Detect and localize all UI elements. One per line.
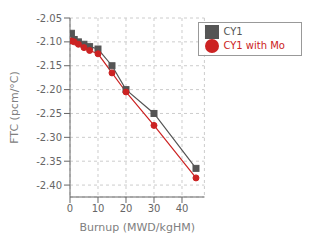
svg-text:-2.15: -2.15 [36,60,62,71]
svg-text:-2.20: -2.20 [36,84,62,95]
svg-text:-2.25: -2.25 [36,108,62,119]
svg-text:FTC (pcm/°C): FTC (pcm/°C) [8,71,21,144]
svg-text:10: 10 [92,203,105,214]
svg-text:0: 0 [67,203,73,214]
svg-text:-2.30: -2.30 [36,132,62,143]
svg-text:-2.05: -2.05 [36,13,62,24]
html-text:CY1 with Mo: CY1 with Mo [223,40,285,51]
svg-text:-2.40: -2.40 [36,180,62,191]
svg-text:-2.35: -2.35 [36,156,62,167]
svg-text:-2.10: -2.10 [36,36,62,47]
html-text:CY1: CY1 [223,26,243,37]
svg-text:30: 30 [148,203,161,214]
svg-text:20: 20 [120,203,133,214]
svg-text:40: 40 [176,203,189,214]
svg-text:Burnup (MWD/kgHM): Burnup (MWD/kgHM) [79,221,195,234]
